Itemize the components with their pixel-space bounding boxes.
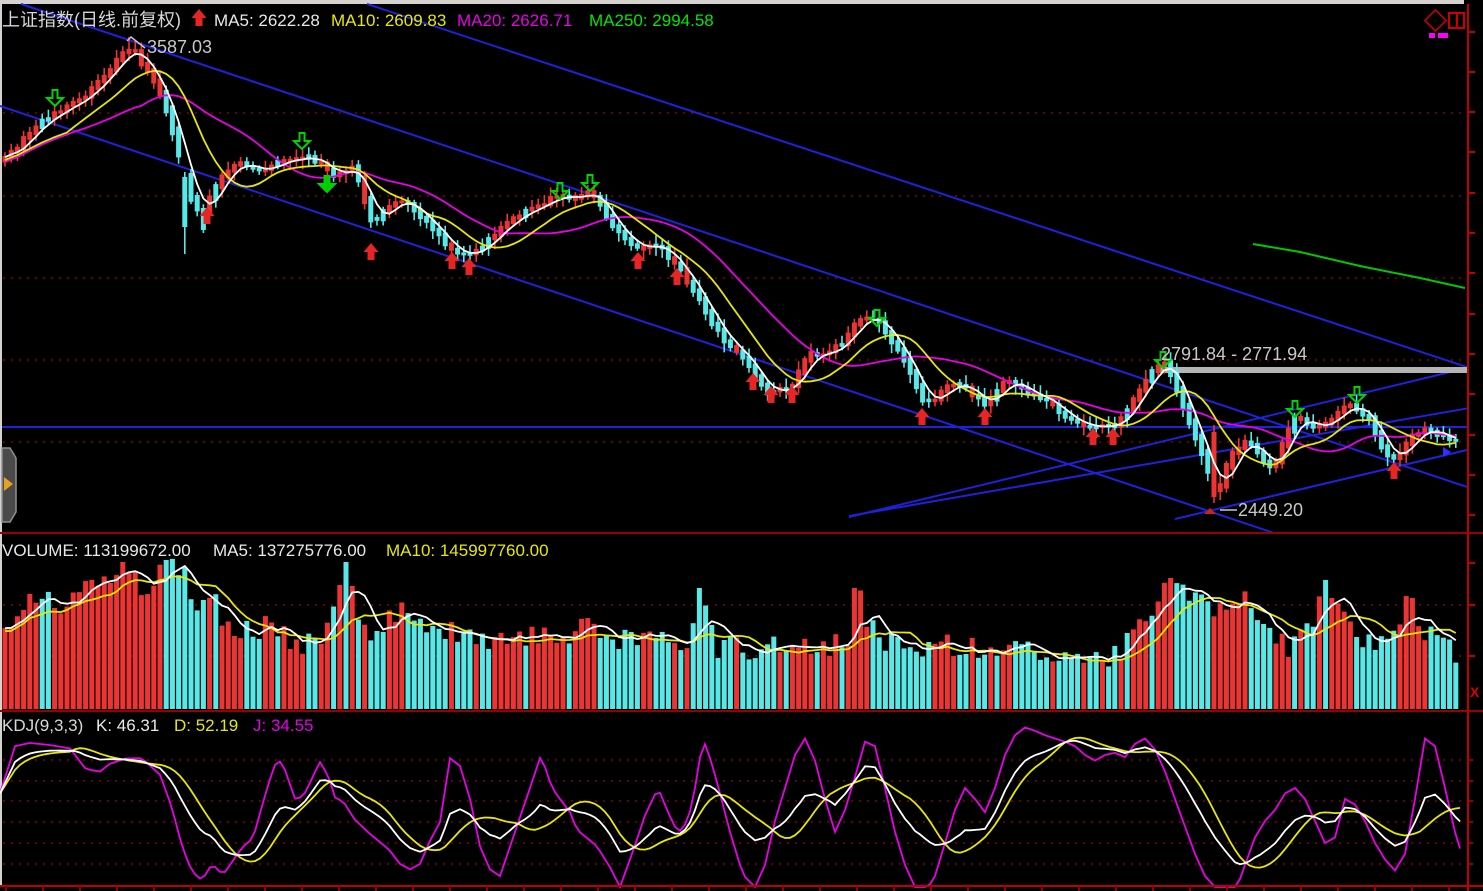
svg-text:VOLUME: 113199672.00: VOLUME: 113199672.00 bbox=[2, 541, 191, 560]
svg-text:K: 46.31: K: 46.31 bbox=[96, 716, 159, 735]
svg-text:J: 34.55: J: 34.55 bbox=[253, 716, 314, 735]
svg-text:X: X bbox=[1470, 684, 1480, 700]
svg-text:MA10: 145997760.00: MA10: 145997760.00 bbox=[386, 541, 549, 560]
svg-text:MA5: 137275776.00: MA5: 137275776.00 bbox=[213, 541, 366, 560]
svg-text:2791.84 - 2771.94: 2791.84 - 2771.94 bbox=[1161, 344, 1307, 364]
svg-text:上证指数(日线.前复权): 上证指数(日线.前复权) bbox=[2, 10, 181, 30]
svg-text:MA20: 2626.71: MA20: 2626.71 bbox=[457, 11, 572, 30]
svg-text:3587.03: 3587.03 bbox=[147, 37, 212, 57]
svg-text:MA10: 2609.83: MA10: 2609.83 bbox=[331, 11, 446, 30]
svg-text:MA5: 2622.28: MA5: 2622.28 bbox=[214, 11, 320, 30]
svg-text:KDJ(9,3,3): KDJ(9,3,3) bbox=[2, 716, 83, 735]
svg-text:2449.20: 2449.20 bbox=[1238, 500, 1303, 520]
svg-text:MA250: 2994.58: MA250: 2994.58 bbox=[589, 11, 714, 30]
svg-text:D: 52.19: D: 52.19 bbox=[174, 716, 238, 735]
